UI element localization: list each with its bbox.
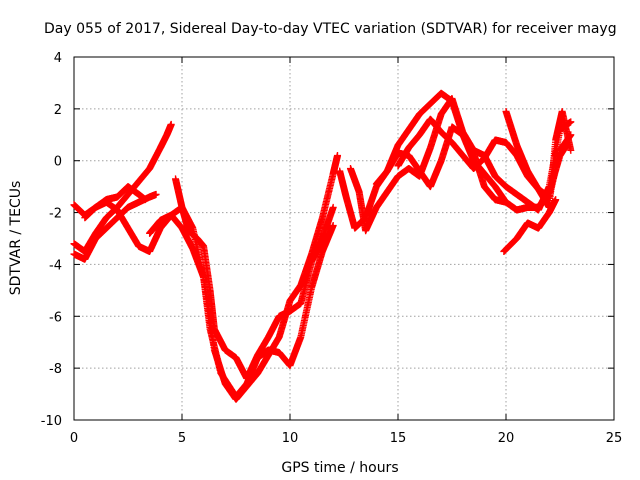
y-tick-label: 4 — [54, 51, 62, 66]
series-track-e — [146, 211, 337, 401]
data-point — [152, 190, 160, 198]
y-tick-label: 2 — [54, 103, 62, 118]
x-tick-label: 25 — [606, 431, 623, 446]
y-tick-label: -2 — [49, 207, 62, 222]
series-track-f — [172, 175, 337, 383]
data-point — [329, 222, 337, 230]
y-tick-label: 0 — [54, 155, 62, 170]
series-track-b — [70, 190, 160, 263]
series-track-h — [346, 94, 575, 235]
y-tick-label: -10 — [41, 414, 62, 429]
x-tick-label: 10 — [282, 431, 299, 446]
axis-ticks: 0 5 10 15 20 25 -10 -8 -6 -4 -2 0 2 4 — [41, 51, 623, 446]
data-marks — [70, 89, 575, 403]
x-tick-label: 5 — [178, 431, 186, 446]
x-tick-label: 0 — [70, 431, 78, 446]
chart-title: Day 055 of 2017, Sidereal Day-to-day VTE… — [44, 21, 617, 37]
y-tick-label: -4 — [49, 258, 62, 273]
data-point — [141, 196, 149, 204]
data-point — [334, 152, 342, 160]
x-tick-label: 20 — [498, 431, 515, 446]
plot-frame — [73, 56, 615, 421]
y-tick-label: -8 — [49, 362, 62, 377]
y-tick-label: -6 — [49, 310, 62, 325]
x-tick-label: 15 — [390, 431, 407, 446]
data-point — [167, 120, 175, 128]
